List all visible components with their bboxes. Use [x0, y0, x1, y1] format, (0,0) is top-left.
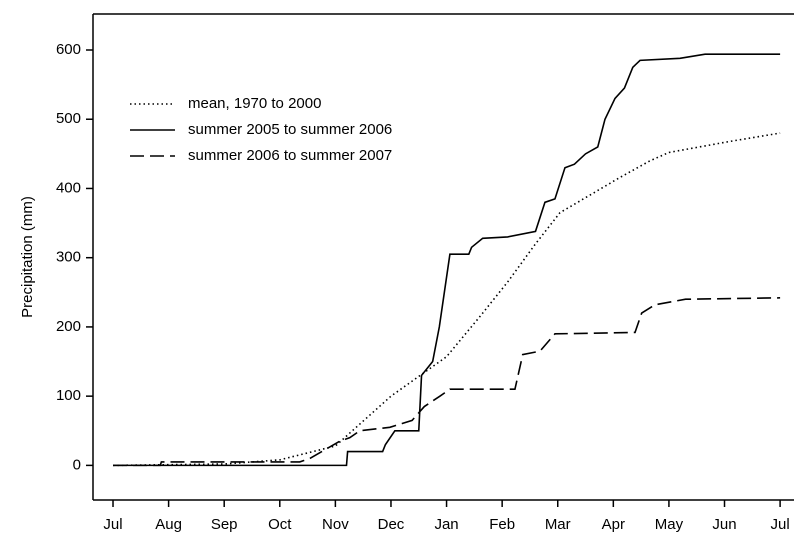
x-tick-label: Aug — [155, 516, 182, 533]
series-line — [113, 53, 781, 467]
y-tick-label: 200 — [56, 318, 81, 335]
x-tick-label: Nov — [322, 516, 349, 533]
x-tick-label: Jan — [434, 516, 458, 533]
x-tick-label: Feb — [489, 516, 515, 533]
y-tick-label: 400 — [56, 179, 81, 196]
y-axis-label: Precipitation (mm) — [19, 196, 36, 318]
x-tick-label: Apr — [602, 516, 625, 533]
x-tick-label: Jul — [771, 516, 790, 533]
x-tick-label: Sep — [211, 516, 238, 533]
x-tick-label: Dec — [378, 516, 405, 533]
series-line — [113, 297, 781, 467]
x-tick-label: Oct — [268, 516, 292, 533]
x-tick-label: May — [655, 516, 684, 533]
x-tick-label: Jul — [103, 516, 122, 533]
y-tick-label: 300 — [56, 249, 81, 266]
y-tick-label: 100 — [56, 387, 81, 404]
x-tick-label: Jun — [712, 516, 736, 533]
y-tick-label: 0 — [73, 456, 81, 473]
legend-label: summer 2006 to summer 2007 — [188, 147, 392, 164]
legend-label: mean, 1970 to 2000 — [188, 95, 321, 112]
y-tick-label: 500 — [56, 110, 81, 127]
x-tick-label: Mar — [545, 516, 571, 533]
y-tick-label: 600 — [56, 41, 81, 58]
legend-label: summer 2005 to summer 2006 — [188, 121, 392, 138]
series-line — [113, 132, 781, 467]
